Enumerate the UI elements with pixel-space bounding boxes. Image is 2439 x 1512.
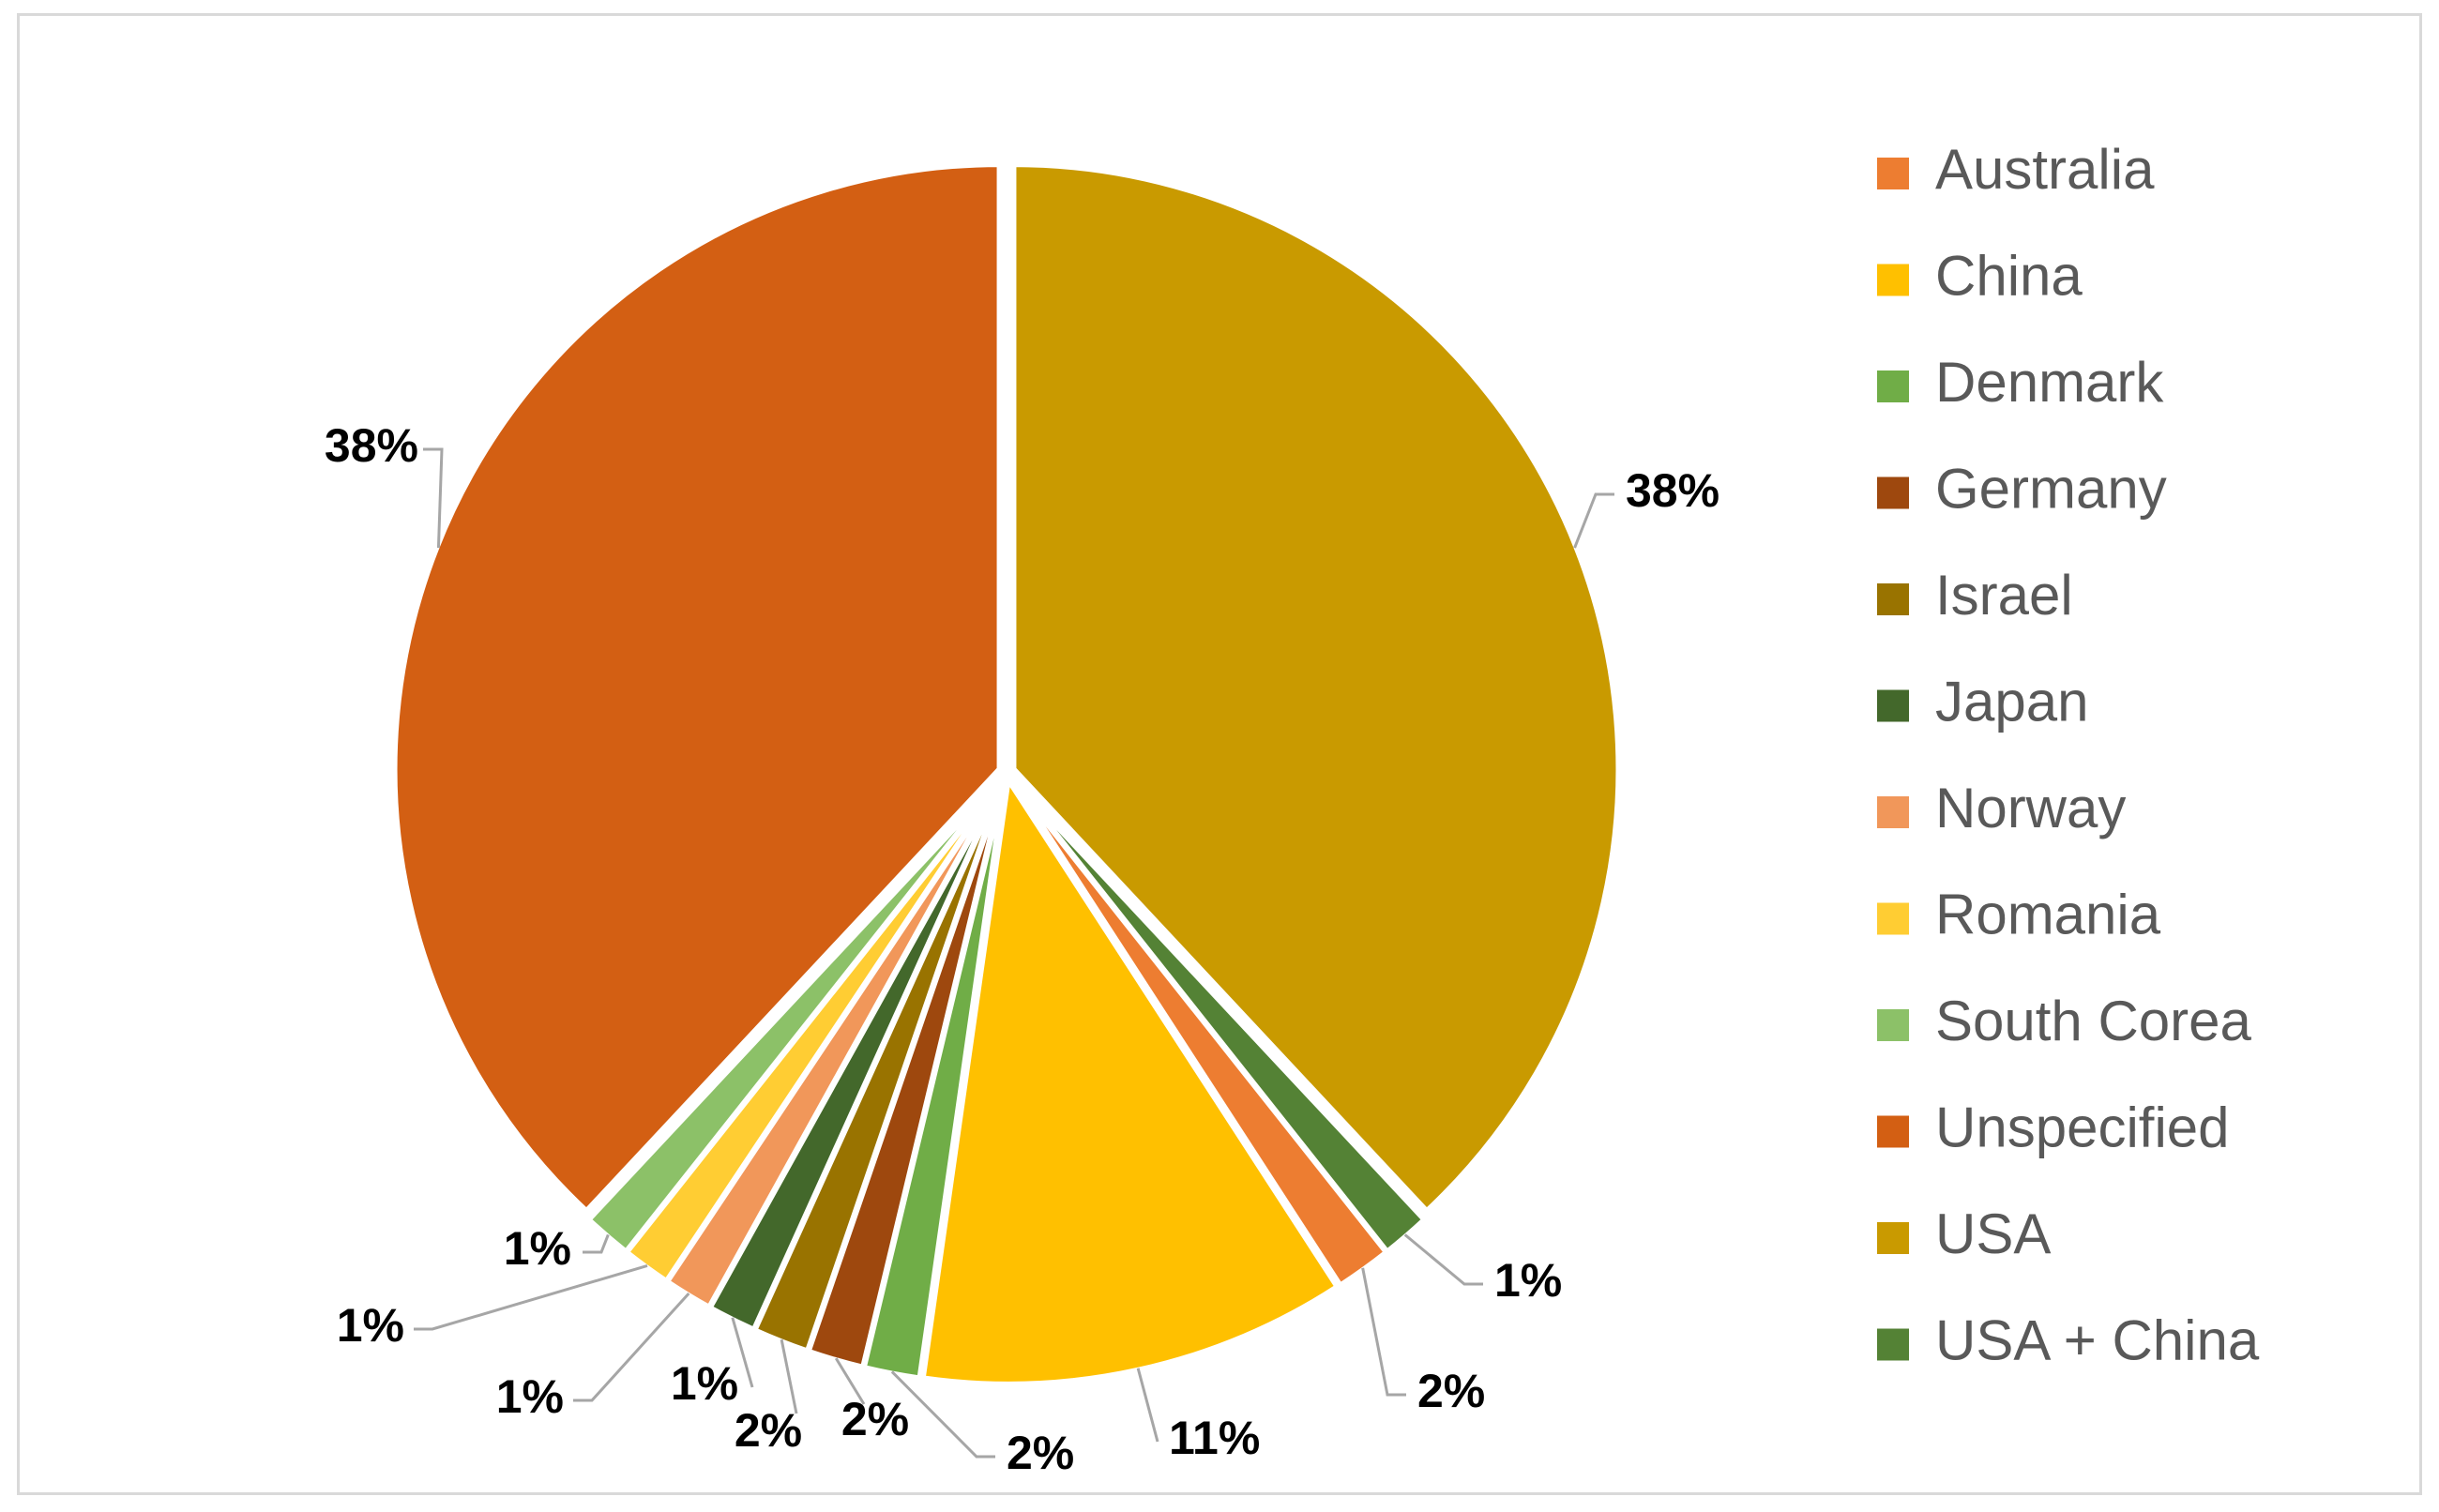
- data-label-australia: 2%: [1417, 1365, 1485, 1417]
- legend-label-germany: Germany: [1935, 457, 2167, 520]
- legend-item-denmark: Denmark: [1877, 351, 2164, 414]
- chart-frame: 38% 1% 2% 11% 2% 2% 2% 1% 1% 1% 1% 38% Australia Chi…: [17, 13, 2422, 1495]
- legend-swatch-norway: [1877, 796, 1909, 828]
- data-labels: 38%1%2%11%2%2%2%1%1%1%1%38%: [325, 419, 1719, 1479]
- legend-item-usa-china: USA + China: [1877, 1308, 2260, 1371]
- legend-item-germany: Germany: [1877, 457, 2167, 520]
- legend-item-china: China: [1877, 244, 2083, 307]
- legend-item-norway: Norway: [1877, 777, 2126, 839]
- legend-swatch-south-corea: [1877, 1009, 1909, 1041]
- leader-line-romania: [414, 1263, 648, 1331]
- legend-swatch-usa-china: [1877, 1328, 1909, 1361]
- legend-label-romania: Romania: [1935, 883, 2161, 945]
- leader-line-south-corea: [583, 1233, 610, 1254]
- legend-label-unspecified: Unspecified: [1935, 1096, 2230, 1158]
- legend-swatch-china: [1877, 264, 1909, 296]
- leader-line-norway: [573, 1292, 690, 1402]
- pie-slices: [391, 161, 1622, 1387]
- data-label-usa: 38%: [1626, 464, 1719, 517]
- legend-swatch-germany: [1877, 476, 1909, 509]
- pie-chart: 38%1%2%11%2%2%2%1%1%1%1%38% AustraliaChi…: [325, 138, 2260, 1479]
- leader-line-japan: [731, 1317, 754, 1388]
- legend-item-usa: USA: [1877, 1202, 2051, 1265]
- legend-item-israel: Israel: [1877, 564, 2073, 627]
- legend-swatch-usa: [1877, 1222, 1909, 1254]
- data-label-usa-china: 1%: [1494, 1254, 1562, 1307]
- legend-item-south-corea: South Corea: [1877, 990, 2252, 1052]
- legend-swatch-denmark: [1877, 370, 1909, 402]
- data-label-israel: 2%: [735, 1404, 802, 1457]
- data-label-unspecified: 38%: [325, 419, 418, 472]
- leader-line-china: [1136, 1368, 1159, 1443]
- leader-line-unspecified: [423, 447, 444, 549]
- legend-label-china: China: [1935, 244, 2083, 307]
- legend-item-japan: Japan: [1877, 670, 2088, 733]
- legend-swatch-unspecified: [1877, 1115, 1909, 1148]
- data-label-japan: 1%: [671, 1357, 738, 1410]
- legend-label-japan: Japan: [1935, 670, 2088, 733]
- legend: Australia China Denmark Germany Israel Japan N…: [1877, 138, 2260, 1371]
- leader-line-australia: [1361, 1267, 1406, 1397]
- data-label-germany: 2%: [841, 1393, 909, 1445]
- leader-line-germany: [834, 1357, 866, 1405]
- data-label-denmark: 2%: [1007, 1427, 1074, 1479]
- legend-item-unspecified: Unspecified: [1877, 1096, 2230, 1158]
- leader-line-usa: [1573, 492, 1614, 549]
- pie-slice-unspecified: [391, 161, 1003, 1216]
- legend-swatch-romania: [1877, 902, 1909, 935]
- data-label-china: 11%: [1169, 1412, 1260, 1464]
- legend-label-usa: USA: [1935, 1202, 2051, 1265]
- leader-line-denmark: [890, 1370, 995, 1459]
- legend-item-australia: Australia: [1877, 138, 2155, 201]
- legend-label-israel: Israel: [1935, 564, 2073, 627]
- data-label-norway: 1%: [496, 1370, 564, 1423]
- legend-label-south-corea: South Corea: [1935, 990, 2252, 1052]
- leader-lines: [414, 447, 1614, 1459]
- legend-label-denmark: Denmark: [1935, 351, 2164, 414]
- legend-item-romania: Romania: [1877, 883, 2161, 945]
- legend-swatch-israel: [1877, 583, 1909, 615]
- leader-line-usa-china: [1403, 1233, 1483, 1286]
- data-label-south-corea: 1%: [504, 1222, 571, 1275]
- leader-line-israel: [780, 1338, 798, 1414]
- legend-swatch-australia: [1877, 158, 1909, 189]
- data-label-romania: 1%: [337, 1299, 404, 1352]
- legend-label-usa-china: USA + China: [1935, 1308, 2260, 1371]
- legend-label-australia: Australia: [1935, 138, 2155, 201]
- legend-label-norway: Norway: [1935, 777, 2126, 839]
- legend-swatch-japan: [1877, 689, 1909, 722]
